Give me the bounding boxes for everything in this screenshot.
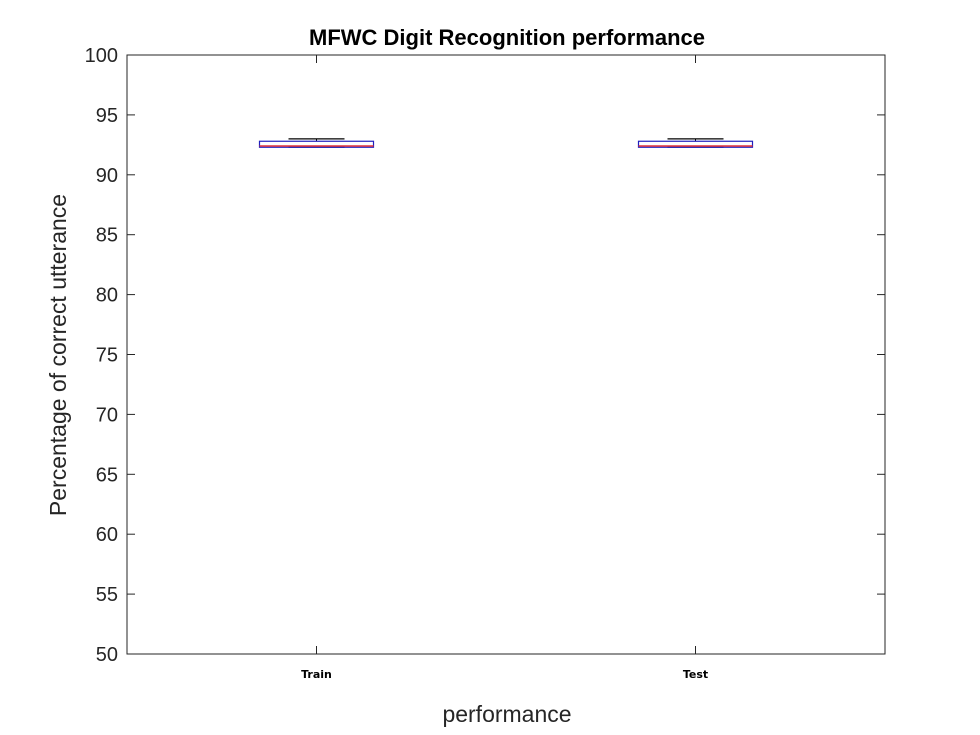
x-tick-label: Train <box>301 668 332 681</box>
y-tick-label: 50 <box>96 644 118 666</box>
box-train <box>258 138 375 148</box>
y-tick-label: 100 <box>85 45 118 67</box>
box-test <box>637 138 754 148</box>
x-axis: Train Test <box>301 55 708 681</box>
box-iqr <box>258 140 375 148</box>
x-axis-title: performance <box>442 701 571 727</box>
y-tick-label: 65 <box>96 464 118 486</box>
chart-title: MFWC Digit Recognition performance <box>309 25 705 50</box>
y-tick-label: 95 <box>96 105 118 127</box>
box-iqr <box>637 140 754 148</box>
y-tick-label: 55 <box>96 584 118 606</box>
y-tick-label: 80 <box>96 285 118 307</box>
x-tick-label: Test <box>683 668 708 681</box>
y-tick-label: 60 <box>96 524 118 546</box>
y-axis: 50 55 60 65 70 75 80 85 90 95 100 <box>85 45 885 666</box>
boxes-layer <box>258 138 754 148</box>
y-tick-label: 75 <box>96 345 118 367</box>
plot-area <box>126 54 886 655</box>
y-tick-label: 70 <box>96 404 118 426</box>
y-axis-title: Percentage of correct utterance <box>45 194 71 516</box>
y-tick-label: 85 <box>96 225 118 247</box>
y-tick-label: 90 <box>96 165 118 187</box>
